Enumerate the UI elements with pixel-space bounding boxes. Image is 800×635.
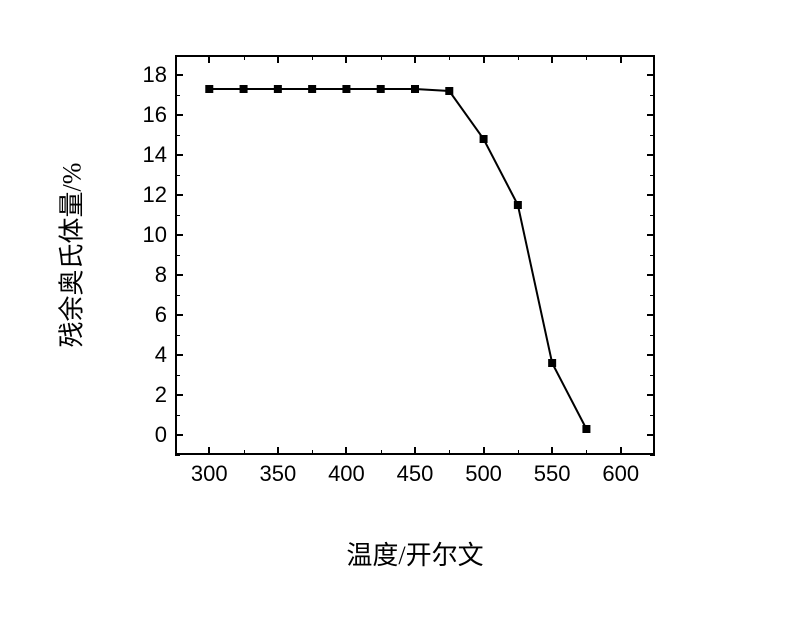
- x-tick-label: 400: [316, 461, 376, 487]
- x-tick-mark: [620, 447, 622, 455]
- y-minor-tick: [175, 135, 180, 136]
- y-tick-label: 18: [117, 62, 167, 88]
- y-minor-tick: [175, 215, 180, 216]
- x-minor-tick: [518, 450, 519, 455]
- x-minor-tick: [449, 450, 450, 455]
- y-minor-tick: [175, 375, 180, 376]
- y-tick-label: 6: [117, 302, 167, 328]
- y-tick-label: 14: [117, 142, 167, 168]
- series-marker: [377, 85, 385, 93]
- x-tick-label: 450: [385, 461, 445, 487]
- y-tick-mark: [647, 274, 655, 276]
- series-line: [209, 89, 586, 429]
- y-minor-tick: [650, 255, 655, 256]
- y-tick-mark: [647, 114, 655, 116]
- y-minor-tick: [650, 375, 655, 376]
- x-tick-mark: [414, 55, 416, 63]
- y-minor-tick: [650, 95, 655, 96]
- y-tick-label: 16: [117, 102, 167, 128]
- x-minor-tick: [312, 450, 313, 455]
- y-tick-label: 12: [117, 182, 167, 208]
- y-tick-mark: [647, 394, 655, 396]
- x-tick-mark: [208, 447, 210, 455]
- y-tick-label: 4: [117, 342, 167, 368]
- y-tick-label: 0: [117, 422, 167, 448]
- y-tick-mark: [175, 274, 183, 276]
- x-tick-mark: [414, 447, 416, 455]
- x-minor-tick: [518, 55, 519, 60]
- x-tick-label: 600: [591, 461, 651, 487]
- x-tick-label: 350: [248, 461, 308, 487]
- y-tick-mark: [175, 354, 183, 356]
- y-minor-tick: [650, 415, 655, 416]
- x-minor-tick: [244, 55, 245, 60]
- y-tick-mark: [647, 74, 655, 76]
- y-tick-mark: [175, 194, 183, 196]
- x-minor-tick: [244, 450, 245, 455]
- series-marker: [582, 425, 590, 433]
- y-tick-mark: [647, 354, 655, 356]
- y-minor-tick: [650, 135, 655, 136]
- x-tick-mark: [483, 55, 485, 63]
- y-tick-label: 10: [117, 222, 167, 248]
- y-tick-mark: [175, 114, 183, 116]
- series-marker: [205, 85, 213, 93]
- series-marker: [445, 87, 453, 95]
- y-minor-tick: [650, 175, 655, 176]
- x-minor-tick: [381, 55, 382, 60]
- y-minor-tick: [175, 55, 180, 56]
- y-minor-tick: [650, 335, 655, 336]
- y-minor-tick: [175, 415, 180, 416]
- y-tick-label: 2: [117, 382, 167, 408]
- x-tick-mark: [345, 447, 347, 455]
- x-tick-mark: [345, 55, 347, 63]
- x-minor-tick: [586, 450, 587, 455]
- y-tick-mark: [175, 74, 183, 76]
- y-tick-mark: [175, 434, 183, 436]
- x-minor-tick: [381, 450, 382, 455]
- x-tick-mark: [551, 447, 553, 455]
- x-minor-tick: [449, 55, 450, 60]
- series-marker: [480, 135, 488, 143]
- y-tick-mark: [647, 434, 655, 436]
- x-minor-tick: [586, 55, 587, 60]
- y-minor-tick: [175, 175, 180, 176]
- x-tick-mark: [483, 447, 485, 455]
- series-marker: [411, 85, 419, 93]
- series-marker: [514, 201, 522, 209]
- series-marker: [308, 85, 316, 93]
- x-tick-label: 300: [179, 461, 239, 487]
- series-marker: [240, 85, 248, 93]
- y-tick-mark: [647, 154, 655, 156]
- x-minor-tick: [312, 55, 313, 60]
- y-minor-tick: [175, 95, 180, 96]
- y-minor-tick: [175, 255, 180, 256]
- x-tick-mark: [208, 55, 210, 63]
- series-marker: [342, 85, 350, 93]
- y-tick-mark: [647, 314, 655, 316]
- y-minor-tick: [650, 455, 655, 456]
- y-tick-mark: [175, 154, 183, 156]
- series-marker: [548, 359, 556, 367]
- y-tick-mark: [647, 234, 655, 236]
- y-minor-tick: [650, 295, 655, 296]
- y-minor-tick: [175, 295, 180, 296]
- x-tick-mark: [620, 55, 622, 63]
- figure: 残余奥氏体量/% 温度/开尔文 024681012141618300350400…: [0, 0, 800, 635]
- y-tick-label: 8: [117, 262, 167, 288]
- x-tick-label: 500: [454, 461, 514, 487]
- y-minor-tick: [650, 55, 655, 56]
- series-marker: [274, 85, 282, 93]
- y-minor-tick: [175, 335, 180, 336]
- x-tick-mark: [277, 55, 279, 63]
- x-tick-label: 550: [522, 461, 582, 487]
- y-minor-tick: [175, 455, 180, 456]
- y-tick-mark: [647, 194, 655, 196]
- y-tick-mark: [175, 394, 183, 396]
- y-tick-mark: [175, 234, 183, 236]
- x-tick-mark: [277, 447, 279, 455]
- y-tick-mark: [175, 314, 183, 316]
- x-tick-mark: [551, 55, 553, 63]
- y-minor-tick: [650, 215, 655, 216]
